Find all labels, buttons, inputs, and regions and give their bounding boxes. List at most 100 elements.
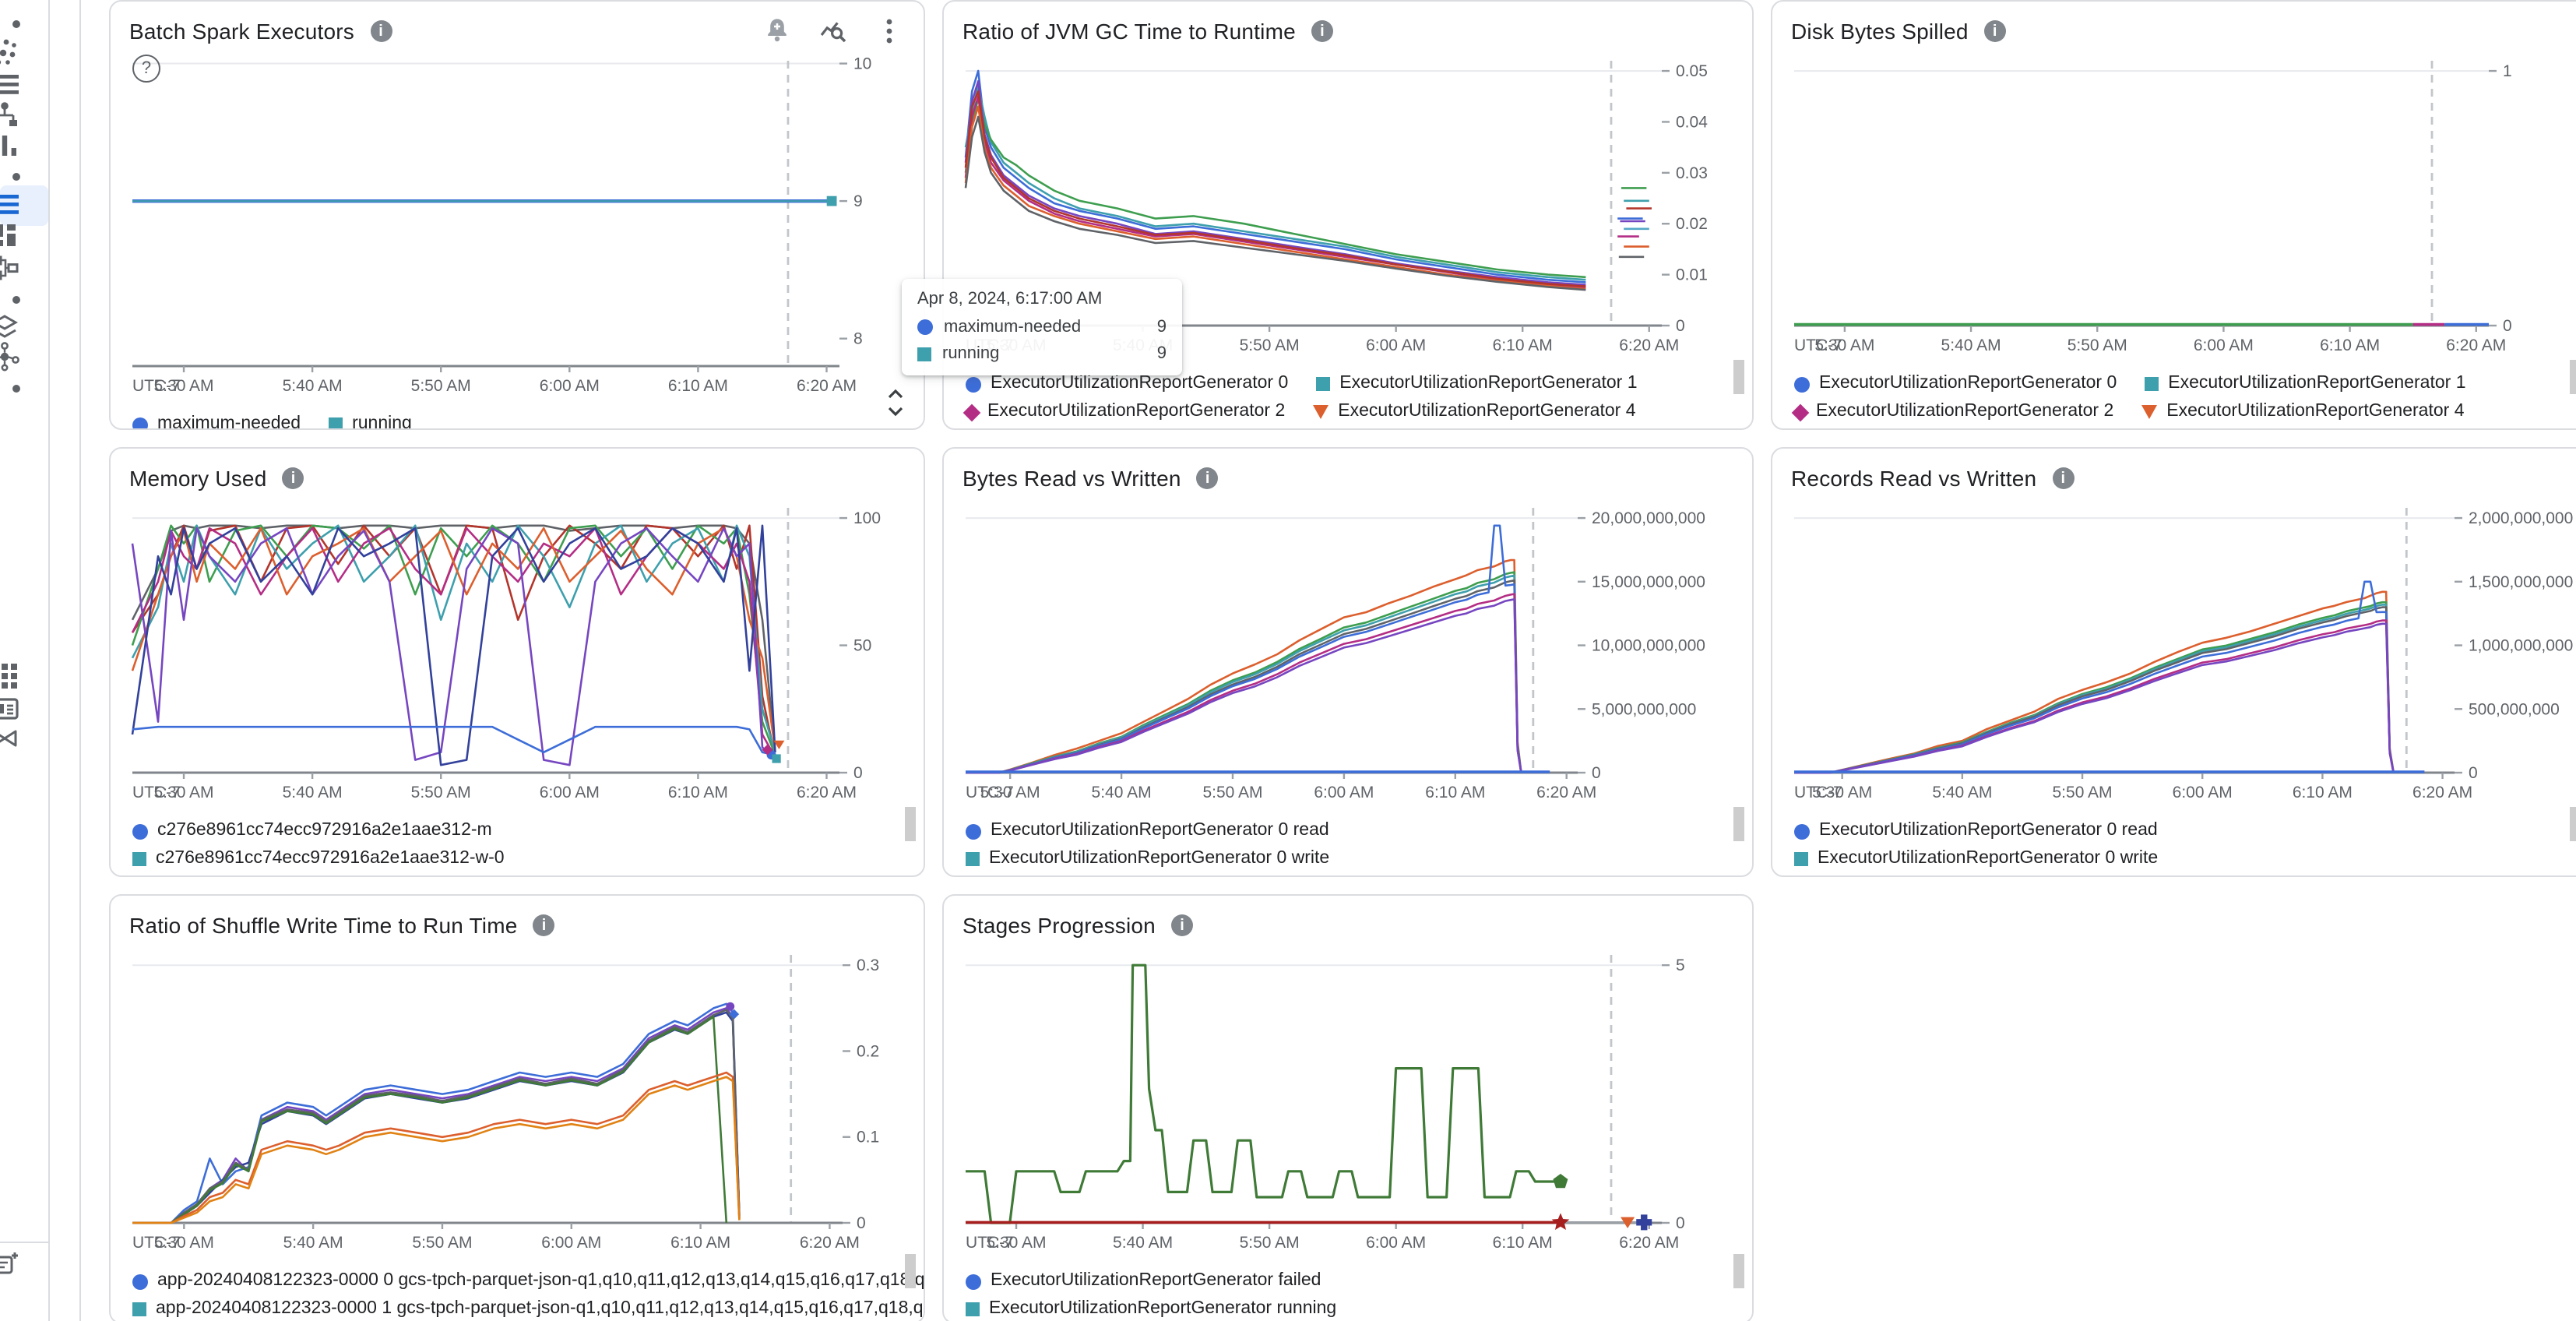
svg-text:5:50 AM: 5:50 AM xyxy=(2067,336,2127,354)
svg-text:0.2: 0.2 xyxy=(857,1042,879,1060)
svg-text:50: 50 xyxy=(853,637,871,655)
legend-scrollbar[interactable] xyxy=(1733,360,1744,394)
chart-canvas-stages-progression[interactable]: 5:30 AM 5:40 AM 5:50 AM 6:00 AM 6:10 AM 6:20 … xyxy=(962,942,1733,1260)
panel-title: Ratio of Shuffle Write Time to Run Time xyxy=(129,913,518,938)
square-key-icon xyxy=(966,852,980,866)
legend-item[interactable]: ExecutorUtilizationReportGenerator 0 wri… xyxy=(966,849,1329,869)
chart-canvas-shuffle-write-ratio[interactable]: 5:30 AM 5:40 AM 5:50 AM 6:00 AM 6:10 AM 6:20 … xyxy=(129,942,905,1260)
svg-text:100: 100 xyxy=(853,509,881,527)
legend-label: ExecutorUtilizationReportGenerator 0 xyxy=(1819,374,2117,393)
nav-dot-1[interactable] xyxy=(12,20,47,55)
legend-label: running xyxy=(352,414,412,430)
svg-text:6:00 AM: 6:00 AM xyxy=(2173,784,2233,801)
tooltip-row: maximum-needed 9 xyxy=(917,318,1167,336)
nav-network-topology[interactable] xyxy=(0,341,23,375)
panel-title: Disk Bytes Spilled xyxy=(1791,19,1969,44)
legend-item[interactable]: ExecutorUtilizationReportGenerator 2 xyxy=(962,402,1285,422)
nav-apps-grid[interactable] xyxy=(0,660,23,695)
circle-key-icon xyxy=(1794,376,1810,392)
panel-title: Memory Used xyxy=(129,466,267,491)
nav-list-view[interactable] xyxy=(0,69,23,103)
add-alert-icon[interactable] xyxy=(762,16,793,47)
svg-text:6:20 AM: 6:20 AM xyxy=(797,377,857,395)
legend-item[interactable]: ExecutorUtilizationReportGenerator 0 rea… xyxy=(966,821,1329,841)
square-key-icon xyxy=(1794,852,1808,866)
nav-resource-tree[interactable] xyxy=(0,100,23,134)
chart-canvas-disk-bytes-spilled[interactable]: 5:30 AM 5:40 AM 5:50 AM 6:00 AM 6:10 AM 6:20 … xyxy=(1791,48,2570,363)
panel-stages-progression: Stages Progression i 5:30 AM 5:40 AM 5:50 … xyxy=(942,894,1754,1321)
nav-bar-chart[interactable] xyxy=(0,129,23,164)
legend-item[interactable]: app-20240408122323-0000 1 gcs-tpch-parqu… xyxy=(132,1299,924,1319)
legend-item[interactable]: ExecutorUtilizationReportGenerator 4 xyxy=(1313,402,1636,422)
legend-item[interactable]: ExecutorUtilizationReportGenerator 1 xyxy=(1316,374,1638,394)
chart-canvas-batch-spark-executors[interactable]: 5:30 AM 5:40 AM 5:50 AM 6:00 AM 6:10 AM 6:20 … xyxy=(129,48,905,403)
svg-text:8: 8 xyxy=(853,330,863,348)
chart-canvas-records-read-written[interactable]: 5:30 AM 5:40 AM 5:50 AM 6:00 AM 6:10 AM 6:20 … xyxy=(1791,495,2573,810)
legend-item[interactable]: ExecutorUtilizationReportGenerator runni… xyxy=(966,1299,1336,1319)
legend-item[interactable]: ExecutorUtilizationReportGenerator 0 xyxy=(966,374,1288,394)
more-options-icon[interactable] xyxy=(874,16,905,47)
legend-scrollbar[interactable] xyxy=(1733,807,1744,841)
svg-text:6:10 AM: 6:10 AM xyxy=(670,1234,730,1252)
legend-item[interactable]: maximum-needed xyxy=(132,414,301,428)
nav-compose-feedback[interactable] xyxy=(0,1249,23,1284)
svg-text:6:00 AM: 6:00 AM xyxy=(540,784,600,801)
svg-text:5:40 AM: 5:40 AM xyxy=(1113,1234,1173,1252)
svg-text:6:20 AM: 6:20 AM xyxy=(1536,784,1596,801)
legend-label: ExecutorUtilizationReportGenerator 4 xyxy=(1338,402,1636,421)
chart-legend: c276e8961cc74ecc972916a2e1aae312-m c276e8… xyxy=(129,810,905,875)
tooltip-series-label: running xyxy=(942,344,1000,363)
legend-item[interactable]: ExecutorUtilizationReportGenerator 0 wri… xyxy=(1794,849,2158,869)
nav-dot-3[interactable] xyxy=(12,296,47,330)
legend-scrollbar[interactable] xyxy=(1733,1254,1744,1288)
legend-scrollbar[interactable] xyxy=(2570,360,2576,394)
circle-key-icon xyxy=(966,823,981,839)
legend-item[interactable]: ExecutorUtilizationReportGenerator faile… xyxy=(966,1271,1321,1291)
svg-text:0: 0 xyxy=(1592,764,1601,782)
help-icon[interactable]: ? xyxy=(132,55,160,83)
chart-canvas-bytes-read-written[interactable]: 5:30 AM 5:40 AM 5:50 AM 6:00 AM 6:10 AM 6:20 … xyxy=(962,495,1733,810)
nav-dashboard-blocks[interactable] xyxy=(0,220,23,254)
svg-text:6:00 AM: 6:00 AM xyxy=(1366,1234,1426,1252)
legend-scrollbar[interactable] xyxy=(2570,807,2576,841)
circle-key-icon xyxy=(1794,823,1810,839)
chart-canvas-memory-used[interactable]: 5:30 AM 5:40 AM 5:50 AM 6:00 AM 6:10 AM 6:20 … xyxy=(129,495,905,810)
legend-label: ExecutorUtilizationReportGenerator runni… xyxy=(989,1299,1337,1318)
legend-item[interactable]: app-20240408122323-0000 0 gcs-tpch-parqu… xyxy=(132,1271,924,1291)
legend-item[interactable]: ExecutorUtilizationReportGenerator 4 xyxy=(2141,402,2465,422)
legend-item[interactable]: c276e8961cc74ecc972916a2e1aae312-w-0 xyxy=(132,849,505,869)
svg-text:0.04: 0.04 xyxy=(1676,113,1708,131)
nav-dot-4[interactable] xyxy=(12,385,47,419)
legend-item[interactable]: ExecutorUtilizationReportGenerator 0 xyxy=(1794,374,2117,394)
left-nav-rail xyxy=(0,0,50,1321)
square-key-icon xyxy=(132,1302,146,1316)
svg-text:5:30 AM: 5:30 AM xyxy=(980,784,1040,801)
legend-scrollbar[interactable] xyxy=(905,807,916,841)
svg-text:6:20 AM: 6:20 AM xyxy=(2412,784,2472,801)
nav-looker[interactable] xyxy=(0,723,23,757)
legend-item[interactable]: ExecutorUtilizationReportGenerator 0 rea… xyxy=(1794,821,2158,841)
svg-text:2,000,000,000: 2,000,000,000 xyxy=(2469,509,2573,527)
panel-bytes-read-written: Bytes Read vs Written i 5:30 AM 5:40 AM 5:… xyxy=(942,447,1754,877)
explore-data-icon[interactable] xyxy=(818,16,849,47)
legend-item[interactable]: running xyxy=(329,414,412,430)
chart-legend: ExecutorUtilizationReportGenerator 0 rea… xyxy=(962,810,1733,875)
chart-legend: app-20240408122323-0000 0 gcs-tpch-parqu… xyxy=(129,1260,924,1319)
svg-text:15,000,000,000: 15,000,000,000 xyxy=(1592,573,1705,591)
legend-item[interactable]: c276e8961cc74ecc972916a2e1aae312-m xyxy=(132,821,492,841)
svg-text:5:40 AM: 5:40 AM xyxy=(1932,784,1992,801)
nav-dot-2[interactable] xyxy=(12,173,47,207)
svg-text:5:30 AM: 5:30 AM xyxy=(1812,784,1872,801)
svg-text:6:00 AM: 6:00 AM xyxy=(1314,784,1374,801)
nav-news-card[interactable] xyxy=(0,693,23,727)
nav-layers[interactable] xyxy=(0,312,23,346)
nav-dashboards[interactable] xyxy=(0,188,23,223)
expand-collapse-control[interactable] xyxy=(883,385,908,422)
nav-metrics-explorer[interactable] xyxy=(0,37,23,72)
nav-pipeline[interactable] xyxy=(0,252,23,287)
legend-label: ExecutorUtilizationReportGenerator 1 xyxy=(2168,374,2466,393)
legend-item[interactable]: ExecutorUtilizationReportGenerator 1 xyxy=(2145,374,2466,394)
legend-scrollbar[interactable] xyxy=(905,1254,916,1288)
legend-item[interactable]: ExecutorUtilizationReportGenerator 2 xyxy=(1791,402,2113,422)
